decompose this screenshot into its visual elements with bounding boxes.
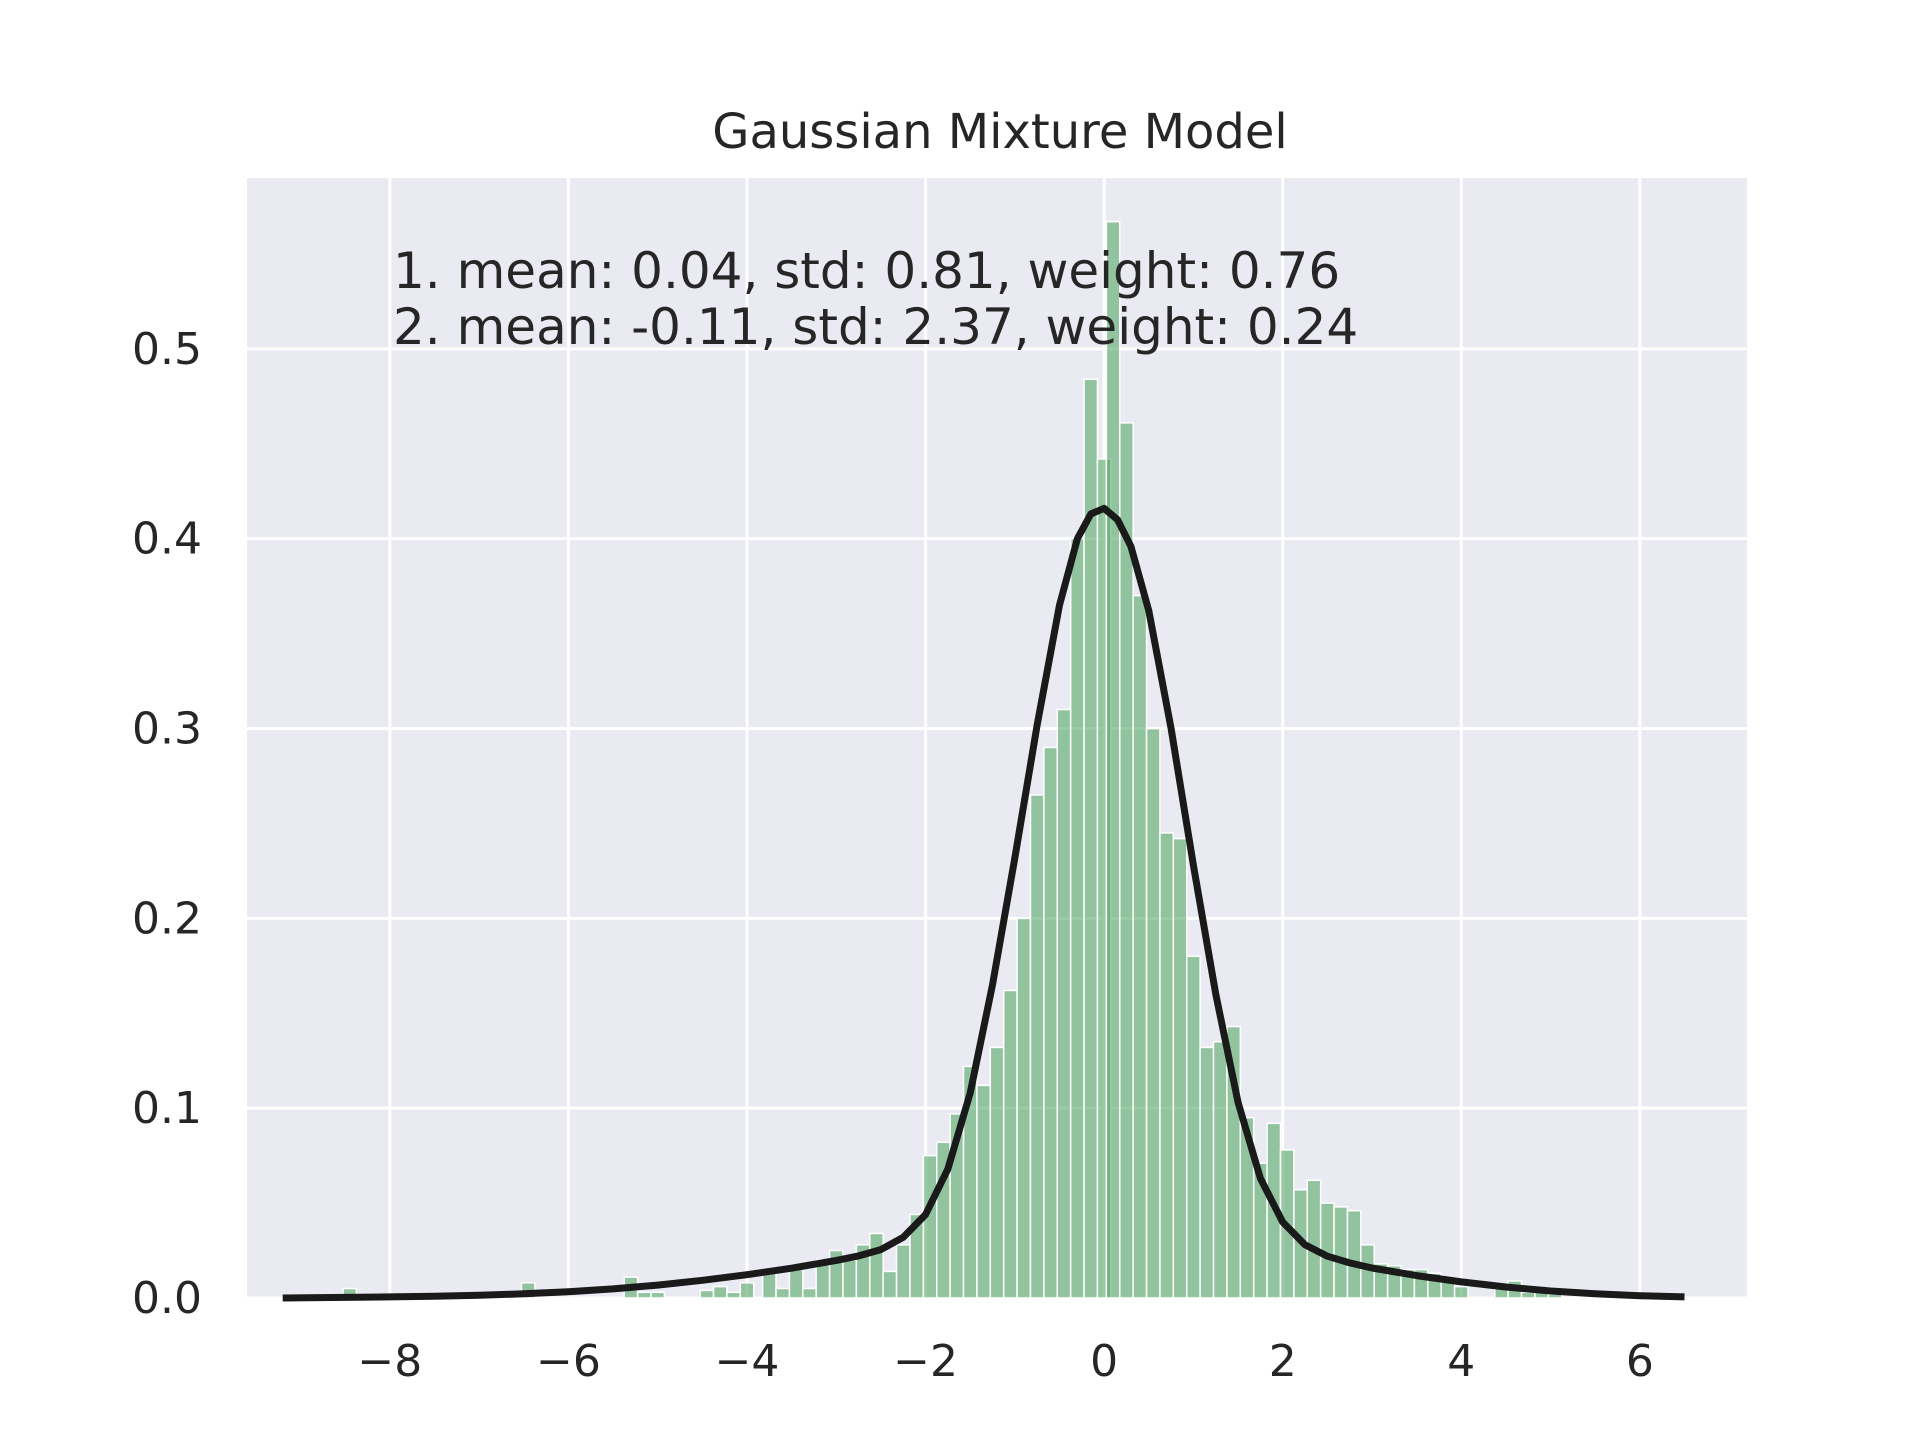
histogram-bar — [712, 1285, 728, 1299]
density-line — [282, 504, 1685, 1302]
histogram-bar — [1159, 832, 1175, 1299]
x-tick-label: 4 — [1447, 1336, 1475, 1387]
histogram-bar — [1306, 1179, 1322, 1299]
histogram-bar — [895, 1244, 911, 1299]
histogram-bar — [1145, 727, 1161, 1299]
mixture-density-curve — [282, 504, 1685, 1302]
histogram-bar — [775, 1287, 791, 1299]
histogram-bar — [1172, 837, 1188, 1299]
component-1-annotation: 1. mean: 0.04, std: 0.81, weight: 0.76 — [393, 242, 1340, 300]
x-tick-label: 2 — [1269, 1336, 1297, 1387]
histogram-bar — [699, 1289, 715, 1299]
y-tick-label: 0.4 — [132, 514, 202, 565]
histogram-bar — [739, 1282, 755, 1299]
chart-title: Gaussian Mixture Model — [712, 104, 1287, 160]
y-tick-label: 0.5 — [132, 324, 202, 375]
histogram-bar — [1002, 989, 1018, 1299]
histogram-bar — [1199, 1046, 1215, 1299]
histogram-bar — [989, 1046, 1005, 1299]
histogram-bar — [842, 1259, 858, 1299]
histogram-bar — [922, 1154, 938, 1299]
x-tick-label: −6 — [536, 1336, 601, 1387]
x-tick-label: −8 — [357, 1336, 422, 1387]
histogram-bar — [869, 1232, 884, 1299]
histogram-bar — [1132, 594, 1148, 1299]
y-tick-label: 0.2 — [132, 893, 202, 944]
histogram-bar — [1043, 746, 1059, 1299]
histogram-bar — [882, 1270, 898, 1299]
histogram-bar — [802, 1287, 817, 1299]
histogram-bar — [1346, 1209, 1362, 1299]
histogram-bar — [650, 1291, 666, 1299]
histogram-bar — [1056, 708, 1072, 1299]
x-tick-label: −4 — [715, 1336, 780, 1387]
x-tick-label: 0 — [1090, 1336, 1118, 1387]
component-2-annotation: 2. mean: -0.11, std: 2.37, weight: 0.24 — [393, 298, 1358, 356]
histogram-bar — [1069, 537, 1085, 1299]
histogram-bar — [1185, 955, 1201, 1299]
y-tick-label: 0.3 — [132, 704, 202, 755]
x-tick-label: 6 — [1626, 1336, 1654, 1387]
histogram-bar — [1453, 1285, 1469, 1299]
x-tick-label: −2 — [893, 1336, 958, 1387]
histogram-bar — [976, 1084, 992, 1299]
y-tick-label: 0.1 — [132, 1083, 202, 1134]
histogram-bar — [1105, 220, 1121, 1299]
y-tick-label: 0.0 — [132, 1273, 202, 1324]
histogram-bar — [636, 1291, 652, 1299]
histogram-bar — [1333, 1206, 1349, 1299]
histogram-bar — [1212, 1040, 1228, 1299]
histogram-bar — [1029, 794, 1045, 1299]
histogram-bar — [1016, 917, 1032, 1299]
histogram-bar — [726, 1291, 742, 1299]
histogram-bar — [1520, 1291, 1536, 1299]
x-axis-ticks: −8 −6 −4 −2 0 2 4 6 — [357, 1336, 1653, 1387]
y-axis-ticks: 0.0 0.1 0.2 0.3 0.4 0.5 — [132, 324, 202, 1324]
histogram-bar — [788, 1268, 804, 1299]
